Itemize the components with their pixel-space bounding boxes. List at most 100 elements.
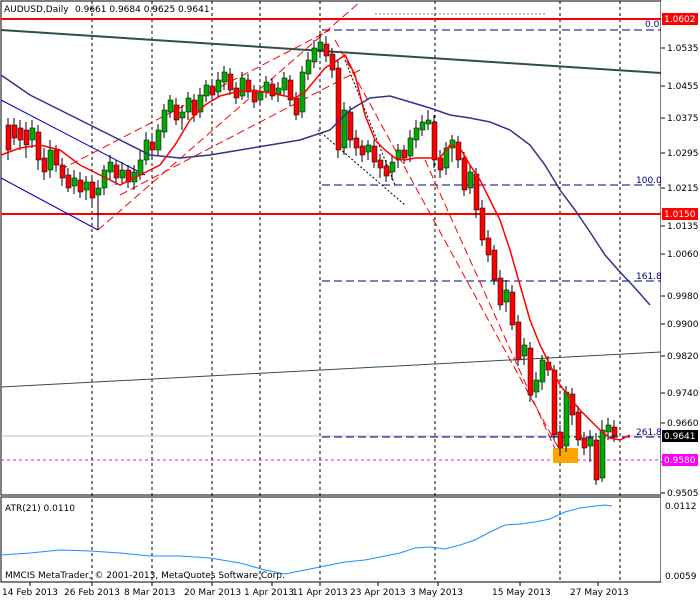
candle-body — [257, 91, 264, 101]
candle-body — [503, 289, 510, 303]
candle-body — [71, 177, 78, 187]
candlesticks — [5, 34, 618, 485]
candle-body — [563, 391, 570, 447]
candle-body — [203, 84, 210, 97]
price-highlight-box — [662, 13, 698, 25]
candle-body — [377, 159, 384, 169]
candle-body — [197, 94, 204, 113]
candle-body — [89, 181, 96, 199]
date-label: 3 May 2013 — [410, 588, 463, 598]
candle-body — [371, 145, 378, 163]
price-axis-area — [661, 1, 699, 582]
long-trendline — [0, 29, 662, 74]
price-tick-label: 0.9820 — [667, 352, 699, 362]
candle-body — [281, 77, 288, 91]
candle-body — [491, 249, 498, 281]
candle-body — [215, 79, 222, 93]
slow-moving-average — [0, 74, 651, 306]
date-label: 14 Feb 2013 — [2, 588, 58, 598]
atr-label: ATR(21) 0.0110 — [5, 504, 75, 514]
candle-body — [533, 379, 540, 393]
candle-body — [425, 119, 432, 125]
date-label: 15 May 2013 — [492, 588, 551, 598]
price-highlight-label: 1.0602 — [664, 15, 696, 25]
candle-body — [233, 87, 240, 99]
candle-body — [455, 141, 462, 161]
price-tick-label: 1.0535 — [667, 44, 699, 54]
candle-body — [527, 347, 534, 396]
candle-body — [323, 43, 330, 57]
candle-body — [113, 164, 120, 179]
candle-body — [581, 437, 588, 449]
candle-body — [143, 139, 150, 161]
candle-body — [161, 109, 168, 133]
candle-body — [467, 171, 474, 189]
fib-label-261: 261.8 — [636, 428, 662, 438]
candle-body — [341, 109, 348, 149]
price-tick-label: 0.9900 — [667, 320, 699, 330]
fast-moving-average — [0, 53, 631, 441]
main-chart-area[interactable] — [0, 0, 662, 496]
candle-body — [149, 141, 156, 151]
blue-channel — [0, 99, 146, 231]
candle-body — [539, 359, 546, 383]
candle-body — [173, 104, 180, 121]
candle-body — [11, 124, 18, 139]
copyright-text: MMCIS MetaTrader, © 2001-2013, MetaQuote… — [5, 571, 285, 581]
candle-body — [269, 83, 276, 97]
price-highlight-box — [662, 208, 698, 220]
candle-body — [335, 67, 342, 151]
candle-body — [485, 237, 492, 256]
date-label: 23 Apr 2013 — [350, 588, 406, 598]
ohlc-values: 0.9661 0.9684 0.9625 0.9641 — [75, 5, 210, 15]
black-dotted-trend-2 — [344, 59, 396, 186]
candle-body — [221, 71, 228, 83]
candle-body — [431, 121, 438, 161]
price-tick-label: 1.0215 — [667, 184, 699, 194]
candle-body — [65, 174, 72, 189]
candle-body — [389, 161, 396, 173]
lower-trendline — [0, 351, 662, 388]
candle-body — [293, 97, 300, 116]
candle-body — [137, 159, 144, 176]
date-label: 8 Mar 2013 — [124, 588, 175, 598]
price-tick-label: 1.0375 — [667, 114, 699, 124]
candle-body — [599, 429, 606, 479]
atr-panel[interactable] — [0, 496, 662, 583]
candle-body — [605, 424, 612, 433]
candle-body — [575, 411, 582, 441]
candle-body — [77, 179, 84, 193]
candle-body — [359, 145, 366, 156]
price-highlight-label: 1.0150 — [664, 210, 696, 220]
candle-body — [227, 73, 234, 91]
candle-body — [119, 169, 126, 179]
candle-body — [29, 127, 36, 141]
candle-body — [479, 207, 486, 241]
candle-body — [383, 165, 390, 177]
price-tick-label: 1.0455 — [667, 82, 699, 92]
price-tick-label: 1.0135 — [667, 222, 699, 232]
candle-body — [419, 121, 426, 131]
candle-body — [239, 77, 246, 97]
candle-body — [167, 99, 174, 113]
candle-body — [437, 157, 444, 171]
candle-body — [587, 437, 594, 447]
candle-body — [305, 59, 312, 75]
candle-body — [245, 79, 252, 93]
orange-zone-marker — [553, 448, 578, 463]
candle-body — [101, 169, 108, 189]
candle-body — [5, 124, 12, 151]
candle-body — [395, 149, 402, 161]
fib-label-100: 100.0 — [636, 176, 662, 186]
price-tick-label: 0.9980 — [667, 292, 699, 302]
price-highlight-box — [662, 430, 698, 442]
symbol-label: AUDUSD,Daily — [4, 5, 69, 15]
candle-body — [521, 344, 528, 357]
candle-body — [569, 393, 576, 416]
candle-body — [449, 139, 456, 149]
candle-body — [497, 277, 504, 306]
fib-label-0: 0.0 — [645, 20, 660, 30]
candle-body — [17, 127, 24, 141]
price-tick-label: 1.0295 — [667, 149, 699, 159]
